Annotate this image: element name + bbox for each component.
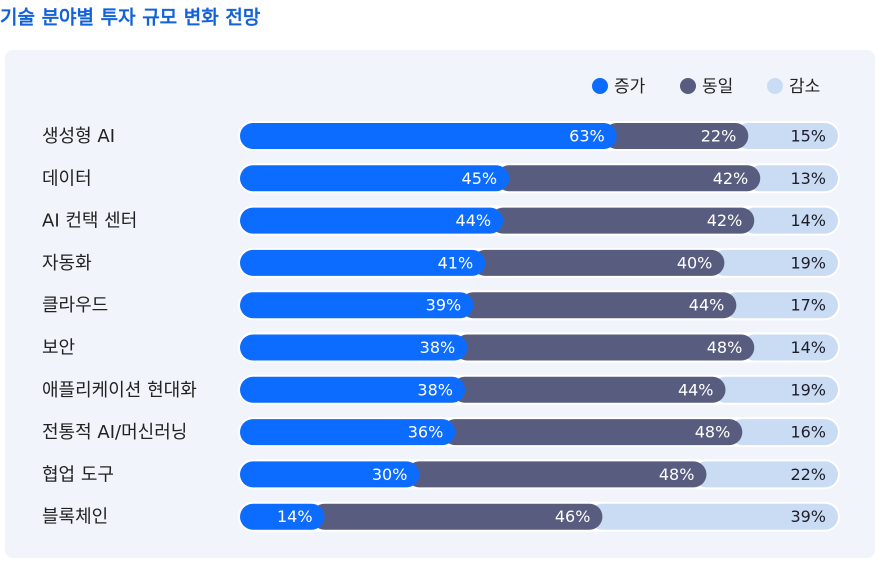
data-label: 48% bbox=[707, 338, 743, 357]
data-label: 42% bbox=[707, 211, 743, 230]
data-label: 38% bbox=[420, 338, 456, 357]
legend-label: 증가 bbox=[614, 77, 646, 97]
data-label: 39% bbox=[790, 507, 826, 526]
data-label: 14% bbox=[277, 507, 313, 526]
y-tick-label: 생성형 AI bbox=[42, 126, 115, 147]
y-tick-label: 블록체인 bbox=[42, 507, 108, 528]
data-label: 16% bbox=[790, 423, 826, 442]
data-label: 36% bbox=[408, 423, 444, 442]
y-tick-label: 보안 bbox=[42, 338, 75, 359]
bar-segment bbox=[451, 376, 726, 403]
legend-label: 감소 bbox=[789, 77, 820, 97]
data-label: 13% bbox=[790, 169, 826, 188]
bar-segment bbox=[460, 292, 737, 319]
data-label: 48% bbox=[695, 423, 731, 442]
bar-segment bbox=[490, 207, 755, 234]
y-tick-label: 자동화 bbox=[42, 253, 92, 274]
bar-segment bbox=[240, 249, 486, 276]
data-label: 38% bbox=[417, 380, 453, 399]
bar-segment bbox=[240, 376, 465, 403]
data-label: 19% bbox=[790, 253, 826, 272]
bar-segment bbox=[240, 503, 325, 530]
data-label: 46% bbox=[555, 507, 591, 526]
bar-segment bbox=[406, 461, 707, 488]
bar-segment bbox=[693, 461, 838, 488]
legend-swatch bbox=[680, 78, 696, 94]
data-label: 39% bbox=[426, 296, 462, 315]
legend-swatch bbox=[767, 78, 783, 94]
legend-label: 동일 bbox=[702, 77, 733, 97]
bar-segment bbox=[711, 249, 838, 276]
data-label: 40% bbox=[677, 253, 713, 272]
data-label: 42% bbox=[713, 169, 749, 188]
data-label: 15% bbox=[790, 127, 826, 146]
bar-segment bbox=[311, 503, 603, 530]
data-label: 17% bbox=[790, 296, 826, 315]
bar-segment bbox=[735, 123, 838, 149]
y-tick-label: 데이터 bbox=[42, 168, 92, 189]
bar-segment bbox=[729, 419, 838, 446]
data-label: 48% bbox=[659, 465, 695, 484]
bar-segment bbox=[472, 249, 725, 276]
data-label: 14% bbox=[790, 338, 826, 357]
data-label: 22% bbox=[790, 465, 826, 484]
data-label: 22% bbox=[701, 127, 737, 146]
bar-segment bbox=[240, 292, 474, 319]
data-label: 14% bbox=[790, 211, 826, 230]
bar-segment bbox=[747, 165, 838, 192]
bar-segment bbox=[589, 503, 838, 530]
chart-title: 기술 분야별 투자 규모 변화 전망 bbox=[0, 7, 261, 29]
bar-segment bbox=[240, 165, 510, 192]
data-label: 44% bbox=[456, 211, 492, 230]
y-tick-label: 협업 도구 bbox=[42, 464, 114, 485]
bar-segment bbox=[723, 292, 838, 319]
data-label: 19% bbox=[790, 380, 826, 399]
data-label: 44% bbox=[689, 296, 725, 315]
y-tick-label: AI 컨택 센터 bbox=[42, 211, 137, 232]
bar-segment bbox=[454, 334, 755, 361]
legend-swatch bbox=[592, 78, 608, 94]
data-label: 45% bbox=[462, 169, 498, 188]
y-tick-label: 클라우드 bbox=[42, 295, 108, 316]
bar-segment bbox=[712, 376, 838, 403]
data-label: 44% bbox=[678, 380, 714, 399]
y-tick-label: 전통적 AI/머신러닝 bbox=[42, 422, 187, 443]
bar-segment bbox=[741, 334, 838, 361]
data-label: 30% bbox=[372, 465, 408, 484]
data-label: 41% bbox=[438, 253, 474, 272]
bar-segment bbox=[741, 207, 838, 234]
bar-segment bbox=[442, 419, 743, 446]
bar-segment bbox=[240, 207, 504, 234]
bar-segment bbox=[240, 419, 456, 446]
data-label: 63% bbox=[569, 127, 605, 146]
bar-segment bbox=[496, 165, 761, 192]
bar-segment bbox=[603, 123, 749, 149]
y-tick-label: 애플리케이션 현대화 bbox=[42, 380, 197, 401]
bar-segment bbox=[240, 123, 617, 149]
bar-segment bbox=[240, 461, 420, 488]
bar-segment bbox=[240, 334, 468, 361]
